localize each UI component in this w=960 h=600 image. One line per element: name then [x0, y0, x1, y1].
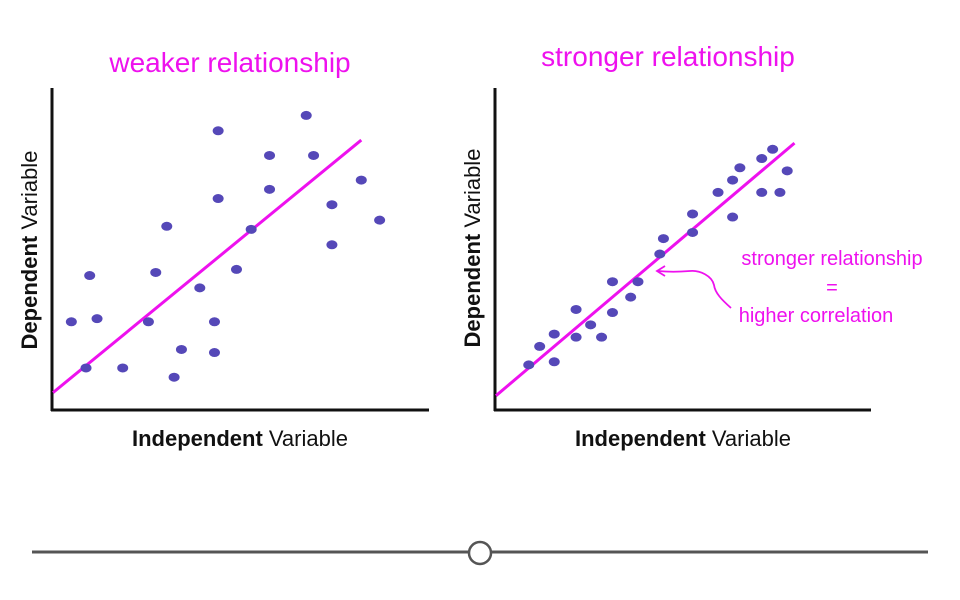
weak-data-point	[374, 215, 386, 225]
weak-chart: weaker relationship Independent Variable…	[17, 47, 429, 451]
weak-data-point	[208, 348, 220, 358]
weak-data-point	[212, 194, 224, 204]
weak-x-axis-label: Independent Variable	[132, 426, 348, 451]
strong-data-point	[781, 166, 793, 176]
annotation-line-1: stronger relationship	[741, 248, 922, 270]
strong-data-point	[606, 308, 618, 318]
weak-data-point	[245, 224, 257, 234]
weak-data-point	[355, 175, 367, 185]
weak-data-point	[175, 344, 187, 354]
weak-data-point	[91, 314, 103, 324]
weak-y-axis-label: Dependent Variable	[17, 151, 42, 350]
strong-data-point	[687, 209, 699, 219]
strong-x-axis-label-rest: Variable	[706, 426, 791, 451]
weak-data-point	[194, 283, 206, 293]
annotation-line-2: =	[826, 277, 838, 299]
weak-y-axis-label-rest: Variable	[17, 151, 42, 236]
weak-data-point	[308, 150, 320, 160]
strong-chart-title: stronger relationship	[541, 41, 795, 72]
strong-data-point	[596, 332, 608, 342]
strong-data-point	[654, 249, 666, 259]
weak-data-point	[326, 240, 338, 250]
annotation-arrow-head-icon	[655, 265, 666, 277]
strong-data-point	[606, 277, 618, 287]
weak-data-point	[326, 200, 338, 210]
strong-data-point	[767, 144, 779, 154]
strong-data-point	[734, 163, 746, 173]
strong-data-point	[625, 292, 637, 302]
strong-data-point	[727, 175, 739, 185]
strong-x-axis-label: Independent Variable	[575, 426, 791, 451]
strong-y-axis-label-rest: Variable	[460, 149, 485, 234]
weak-data-point	[212, 126, 224, 136]
annotation-arrow-curve	[657, 270, 732, 309]
weak-data-point	[300, 110, 312, 120]
weak-data-point	[161, 221, 173, 231]
strong-trend-line	[495, 141, 796, 397]
weak-data-point	[84, 271, 96, 281]
strong-y-axis-label-bold: Dependent	[460, 233, 485, 347]
strong-data-point	[570, 304, 582, 314]
strong-points	[523, 144, 793, 370]
weak-data-point	[80, 363, 92, 373]
slider[interactable]	[32, 540, 928, 566]
strong-data-point	[774, 187, 786, 197]
strong-data-point	[548, 329, 560, 339]
strong-data-point	[712, 187, 724, 197]
weak-chart-title: weaker relationship	[108, 47, 350, 78]
weak-y-axis-label-bold: Dependent	[17, 235, 42, 349]
weak-data-point	[150, 267, 162, 277]
weak-data-point	[264, 150, 276, 160]
strong-data-point	[687, 227, 699, 237]
strong-data-point	[585, 320, 597, 330]
strong-data-point	[657, 234, 669, 244]
strong-data-point	[548, 357, 560, 367]
strong-chart: stronger relationship Independent Variab…	[460, 41, 923, 451]
strong-x-axis-label-bold: Independent	[575, 426, 706, 451]
strong-data-point	[534, 341, 546, 351]
annotation-line-3: higher correlation	[739, 305, 894, 327]
weak-data-point	[208, 317, 220, 327]
weak-data-point	[231, 264, 242, 274]
weak-data-point	[264, 184, 276, 194]
strong-data-point	[727, 212, 739, 222]
weak-data-point	[142, 317, 154, 327]
strong-y-axis-label: Dependent Variable	[460, 149, 485, 348]
weak-data-point	[117, 363, 129, 373]
weak-data-point	[65, 317, 77, 327]
weak-data-point	[168, 372, 180, 382]
strong-data-point	[523, 360, 535, 370]
slider-thumb[interactable]	[467, 540, 493, 566]
weak-trend-line	[52, 138, 363, 394]
strong-data-point	[632, 277, 644, 287]
weak-x-axis-label-rest: Variable	[263, 426, 348, 451]
weak-x-axis-label-bold: Independent	[132, 426, 263, 451]
strong-data-point	[756, 154, 768, 164]
strong-data-point	[570, 332, 582, 342]
weak-points	[65, 110, 386, 382]
strong-data-point	[756, 187, 768, 197]
